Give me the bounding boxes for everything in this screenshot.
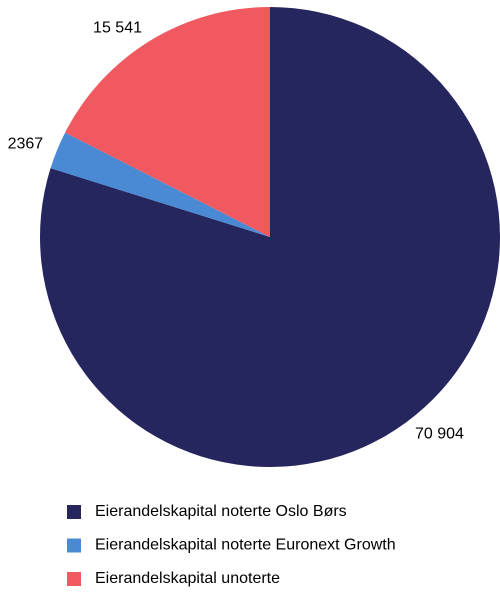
legend-swatch <box>67 572 81 586</box>
pie-slice <box>65 7 270 237</box>
data-label: 70 904 <box>415 426 464 443</box>
data-label: 2367 <box>8 136 44 153</box>
legend-label: Eierandelskapital unoterte <box>95 570 280 587</box>
pie-slice <box>39 7 500 467</box>
data-label: 15 541 <box>93 19 142 36</box>
legend-swatch <box>67 538 81 553</box>
pie-slice <box>50 132 271 237</box>
legend-label: Eierandelskapital noterte Oslo Børs <box>95 503 347 520</box>
legend-swatch <box>67 505 81 519</box>
legend-label: Eierandelskapital noterte Euronext Growt… <box>95 537 396 554</box>
